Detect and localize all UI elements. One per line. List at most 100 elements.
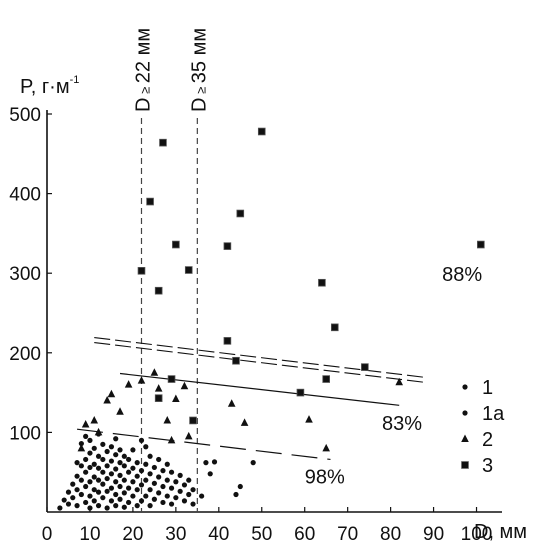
x-axis-title: D, мм [474,521,527,543]
point-series-3 [318,278,326,287]
point-series-1 [160,483,166,490]
fit-line-solid [119,372,400,406]
x-tick-label: 80 [380,524,401,545]
point-series-1 [78,440,84,447]
point-series-1 [74,473,80,479]
annotations: 88% 83% 98% [305,264,483,488]
point-series-1 [83,433,89,439]
point-series-1 [104,463,110,469]
threshold-label: D ≥ 35 мм [188,28,210,112]
x-tick-label: 0 [42,524,53,545]
y-tick-label: 200 [9,344,41,365]
point-series-1 [87,450,93,456]
point-series-1 [156,474,162,480]
legend-marker [462,384,468,390]
point-series-1 [95,465,102,471]
point-series-1 [117,472,123,478]
y-tick-label: 300 [9,264,41,285]
point-series-1 [100,469,106,475]
point-series-1 [61,497,67,503]
point-series-3 [236,209,245,218]
point-series-1 [87,479,93,485]
legend-label: 2 [482,429,493,451]
point-series-1 [95,477,102,483]
point-series-1 [147,471,153,477]
point-series-1 [190,487,196,493]
x-tick-label: 90 [423,524,444,545]
point-series-1 [87,437,93,443]
point-series-1 [147,487,153,493]
point-series-1 [113,436,119,442]
point-series-1 [130,493,136,499]
point-series-2 [184,431,193,440]
point-series-1 [168,485,175,491]
point-series-1 [83,469,89,475]
point-series-1 [160,499,166,506]
point-series-3 [330,323,339,332]
point-series-1 [181,498,188,504]
point-series-1 [121,504,127,510]
point-series-1 [126,485,132,491]
point-series-1 [126,456,132,463]
point-series-3 [159,138,167,147]
point-series-1 [173,479,179,485]
point-series-1 [147,503,153,509]
point-series-2 [94,427,103,436]
point-series-1 [138,498,145,504]
point-series-2 [107,389,116,398]
point-series-1 [83,456,89,463]
point-series-1 [74,503,80,509]
point-series-1 [108,485,115,491]
point-series-2 [240,418,249,426]
point-series-3 [154,286,163,295]
point-series-2 [137,376,146,384]
point-series-1 [121,463,127,469]
point-series-3 [167,375,176,383]
x-tick-label: 100 [461,524,493,545]
point-series-1 [134,473,140,479]
point-series-1 [113,491,119,498]
point-series-2 [103,396,111,404]
point-series-1 [156,490,162,496]
point-series-1 [160,468,166,474]
point-series-3 [172,240,180,249]
point-series-3 [184,266,193,274]
point-series-1 [134,460,140,466]
point-series-3 [189,416,197,425]
point-series-1 [117,496,123,502]
point-series-1 [117,483,123,490]
point-series-1 [104,488,110,494]
point-series-3 [361,363,369,371]
percent-annotation: 98% [305,466,345,488]
point-series-1 [91,474,97,480]
point-series-3 [223,337,232,345]
point-series-1 [186,477,192,483]
point-series-1 [100,441,106,447]
point-series-1 [168,469,175,475]
point-series-1 [126,469,132,475]
point-series-2 [227,399,236,407]
percent-annotation: 83% [382,413,422,435]
x-tick-label: 70 [337,524,358,545]
point-series-1 [108,498,115,504]
point-series-1 [117,460,123,466]
point-series-1 [108,444,115,450]
point-series-2 [180,381,189,390]
x-tick-label: 10 [79,524,100,545]
point-series-1 [147,453,153,459]
point-series-2 [163,415,172,424]
legend: 1 1a 2 3 [461,377,505,477]
point-series-1 [78,463,84,469]
point-series-1 [186,491,192,498]
point-series-1 [65,489,72,495]
point-series-1 [57,505,63,511]
point-series-1 [70,495,76,501]
point-series-1 [104,448,110,455]
point-series-2 [395,377,404,386]
point-series-3 [146,197,154,206]
point-series-1 [65,501,72,507]
point-series-1 [104,505,110,511]
point-series-1 [113,452,119,458]
threshold-label: D ≥ 22 мм [132,28,154,112]
